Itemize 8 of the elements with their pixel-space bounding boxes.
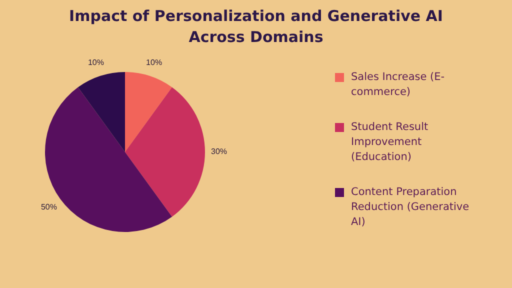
data-label: 10% bbox=[146, 58, 162, 67]
legend-label: Student Result Improvement (Education) bbox=[351, 120, 430, 165]
data-label: 30% bbox=[210, 147, 228, 156]
data-label: 10% bbox=[88, 58, 104, 67]
chart-title: Impact of Personalization and Generative AI Across Domains bbox=[68, 6, 444, 48]
data-label: 50% bbox=[40, 202, 57, 212]
legend-label: Content Preparation Reduction (Generative AI) bbox=[351, 185, 470, 230]
legend-label: Sales Increase (E-commerce) bbox=[351, 70, 446, 100]
